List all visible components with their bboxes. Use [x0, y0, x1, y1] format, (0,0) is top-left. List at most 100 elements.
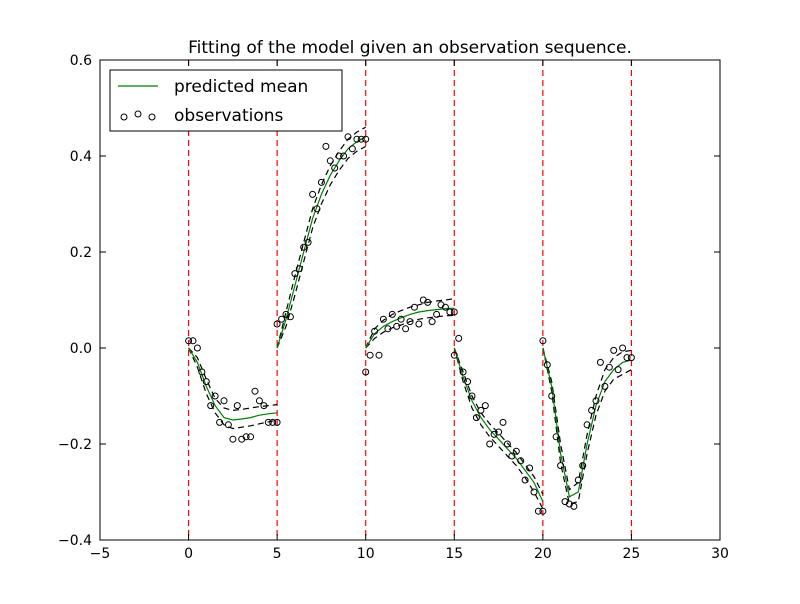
observation-point [424, 298, 432, 306]
y-tick-label: −0.4 [58, 533, 92, 549]
observation-point [291, 270, 299, 278]
observation-point [264, 418, 272, 426]
observation-point [326, 157, 334, 165]
observation-point [269, 418, 277, 426]
upper-band-1 [276, 126, 366, 349]
observation-point [406, 318, 414, 326]
observation-point [583, 421, 591, 429]
y-axis-ticks: −0.4 −0.2 0.0 0.2 0.4 0.6 [58, 53, 720, 549]
observation-point [512, 447, 520, 455]
legend-observation-marker-3 [148, 113, 156, 121]
observation-point [224, 421, 232, 429]
observation-point [379, 315, 387, 323]
x-tick-label: 30 [711, 546, 729, 562]
lower-band-3 [453, 347, 544, 510]
observation-point [464, 378, 472, 386]
legend-observations-label: observations [174, 106, 284, 126]
observation-point [295, 265, 303, 273]
observation-point [499, 418, 507, 426]
observation-point [371, 327, 379, 335]
observation-point [428, 318, 436, 326]
y-tick-label: 0.0 [70, 341, 92, 357]
x-axis-ticks: −5 0 5 10 15 20 25 30 [90, 60, 729, 562]
mean-line-3 [453, 347, 544, 502]
observation-point [588, 406, 596, 414]
observation-point [508, 452, 516, 460]
y-tick-label: −0.2 [58, 437, 92, 453]
observation-point [233, 402, 241, 410]
observation-point [278, 315, 286, 323]
observation-point [260, 402, 268, 410]
observation-point [534, 507, 542, 515]
observation-point [388, 310, 396, 318]
observation-point [366, 351, 374, 359]
observation-point [623, 354, 631, 362]
observation-point [247, 433, 255, 441]
x-tick-label: 10 [357, 546, 375, 562]
legend-observation-marker-2 [134, 110, 142, 118]
observation-point [592, 397, 600, 405]
lower-band-1 [276, 145, 366, 349]
observation-point [605, 363, 613, 371]
observation-point [304, 238, 312, 246]
observation-point [526, 464, 534, 472]
observation-point [384, 325, 392, 333]
observation-point [521, 476, 529, 484]
upper-band-2 [365, 298, 455, 349]
observation-point [543, 361, 551, 369]
mean-line-2 [365, 307, 455, 349]
observation-point [486, 440, 494, 448]
mean-line-0 [188, 347, 278, 421]
observation-point [185, 337, 193, 345]
observation-point [317, 178, 325, 186]
observation-point [495, 428, 503, 436]
observation-point [468, 392, 476, 400]
observation-point [216, 418, 224, 426]
observation-point [477, 406, 485, 414]
boundary-lines [187, 60, 633, 540]
observation-point [340, 152, 348, 160]
x-tick-label: 20 [534, 546, 552, 562]
observation-point [375, 351, 383, 359]
x-tick-label: 25 [623, 546, 641, 562]
observation-point [441, 303, 449, 311]
lower-band-2 [365, 314, 455, 349]
observation-point [309, 190, 317, 198]
observation-point [539, 507, 547, 515]
observation-point [353, 135, 361, 143]
observation-point [229, 435, 237, 443]
x-tick-label: 15 [445, 546, 463, 562]
observation-point [273, 320, 281, 328]
observation-point [570, 502, 578, 510]
observation-point [415, 320, 423, 328]
y-tick-label: 0.4 [70, 149, 92, 165]
observation-point [242, 433, 250, 441]
observation-point [503, 440, 511, 448]
observation-point [450, 351, 458, 359]
observation-point [207, 402, 215, 410]
observation-point [202, 378, 210, 386]
observation-point [393, 322, 401, 330]
observation-point [220, 397, 228, 405]
observation-point [627, 354, 635, 362]
observation-point [557, 462, 565, 470]
observation-point [548, 392, 556, 400]
observation-point [472, 414, 480, 422]
legend-box [109, 69, 343, 132]
y-tick-label: 0.6 [70, 53, 92, 69]
observation-point [348, 145, 356, 153]
observation-point [273, 418, 281, 426]
observation-point [255, 397, 263, 405]
chart-title: Fitting of the model given an observatio… [188, 38, 632, 58]
observation-point [362, 135, 370, 143]
observation-point [189, 337, 197, 345]
observation-point [579, 462, 587, 470]
observation-point [193, 344, 201, 352]
observation-point [433, 310, 441, 318]
x-tick-label: −5 [90, 546, 111, 562]
observation-point [410, 303, 418, 311]
observation-point [331, 164, 339, 172]
observation-point [539, 337, 547, 345]
plot-frame [99, 59, 721, 541]
